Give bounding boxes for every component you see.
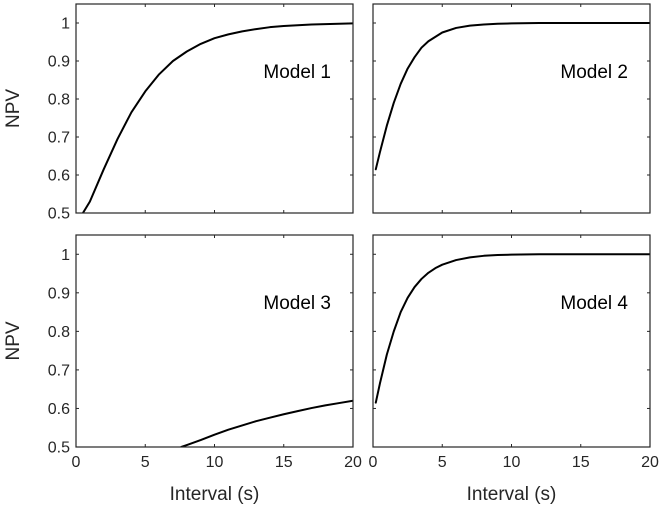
x-axis-label: Interval (s) <box>467 484 557 505</box>
x-tick-label: 5 <box>438 454 447 471</box>
axes-box <box>372 3 651 214</box>
x-tick-label: 5 <box>141 454 150 471</box>
x-tick-label: 20 <box>344 454 362 471</box>
series-line-1 <box>180 399 353 447</box>
x-tick-label: 0 <box>369 454 378 471</box>
subplot-2: Model 2 <box>372 3 651 214</box>
y-tick-label: 0.5 <box>48 206 70 223</box>
series-line-1 <box>374 253 650 404</box>
series-line-1 <box>81 22 353 213</box>
y-tick-label: 0.6 <box>48 401 70 418</box>
y-axis-label: NPV <box>3 89 24 128</box>
y-axis-label: NPV <box>3 321 24 360</box>
y-tick-label: 0.6 <box>48 168 70 185</box>
y-tick-label: 1 <box>61 16 70 33</box>
x-tick-label: 15 <box>275 454 293 471</box>
y-tick-label: 0.9 <box>48 54 70 71</box>
panel-title: Model 3 <box>263 293 331 314</box>
panel-title: Model 2 <box>560 62 628 83</box>
axes-box <box>75 234 354 448</box>
subplot-1: 0.5 0.6 0.7 0.8 0.9 1 Model 1 NPV <box>3 3 354 223</box>
subplot-4: 0 5 10 15 20 Model 4 Interval (s) <box>369 234 659 505</box>
subplot-3: 0 5 10 15 20 0.5 0.6 0.7 0.8 0.9 1 Model 3 NPV Interv… <box>3 234 362 505</box>
x-axis-label: Interval (s) <box>170 484 260 505</box>
y-tick-label: 0.7 <box>48 130 70 147</box>
x-tick-label: 10 <box>206 454 224 471</box>
y-tick-label: 0.8 <box>48 92 70 109</box>
y-tick-label: 1 <box>61 247 70 264</box>
y-tick-label: 0.5 <box>48 440 70 457</box>
panel-title: Model 4 <box>560 293 628 314</box>
x-tick-label: 15 <box>572 454 590 471</box>
x-tick-label: 0 <box>72 454 81 471</box>
axes-box <box>75 3 354 214</box>
series-line-1 <box>374 22 650 171</box>
y-tick-label: 0.9 <box>48 285 70 302</box>
x-tick-label: 20 <box>641 454 659 471</box>
panel-title: Model 1 <box>263 62 331 83</box>
y-tick-label: 0.8 <box>48 324 70 341</box>
y-tick-label: 0.7 <box>48 362 70 379</box>
axes-box <box>372 234 651 448</box>
x-tick-label: 10 <box>503 454 521 471</box>
